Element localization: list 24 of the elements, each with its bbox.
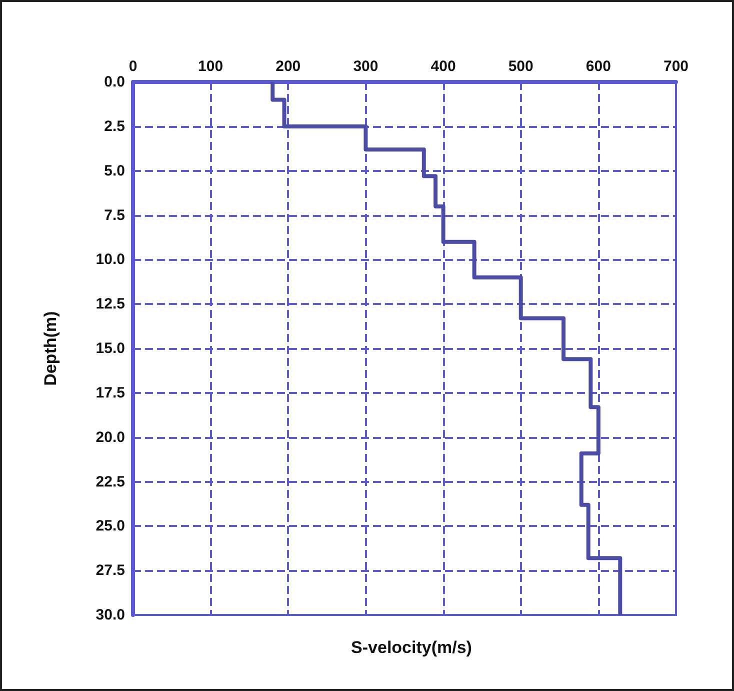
x-tick-label: 0: [128, 58, 138, 75]
y-tick-label: 7.5: [104, 206, 125, 224]
x-axis-title: S-velocity(m/s): [351, 638, 472, 657]
y-tick-label: 0.0: [104, 74, 125, 90]
y-tick-label: 10.0: [96, 251, 125, 268]
y-tick-label: 27.5: [96, 562, 125, 580]
y-tick-label: 15.0: [96, 340, 125, 357]
y-tick-label: 17.5: [96, 384, 125, 402]
x-tick-label: 100: [198, 58, 224, 75]
y-tick-label: 25.0: [96, 518, 125, 535]
x-tick-label: 300: [353, 58, 378, 75]
x-tick-label: 400: [430, 58, 456, 75]
x-tick-label: 500: [508, 58, 534, 75]
x-tick-label: 700: [663, 58, 689, 75]
y-tick-label: 12.5: [96, 296, 125, 313]
y-tick-label: 5.0: [104, 162, 125, 180]
y-tick-label: 22.5: [96, 473, 125, 490]
x-tick-label: 600: [586, 58, 611, 75]
x-tick-label: 200: [276, 58, 301, 75]
line-series: [270, 80, 622, 617]
y-axis-title: Depth(m): [41, 311, 60, 386]
y-tick-label: 2.5: [104, 118, 125, 135]
y-tick-label: 30.0: [96, 606, 125, 624]
y-tick-label: 20.0: [96, 428, 125, 446]
